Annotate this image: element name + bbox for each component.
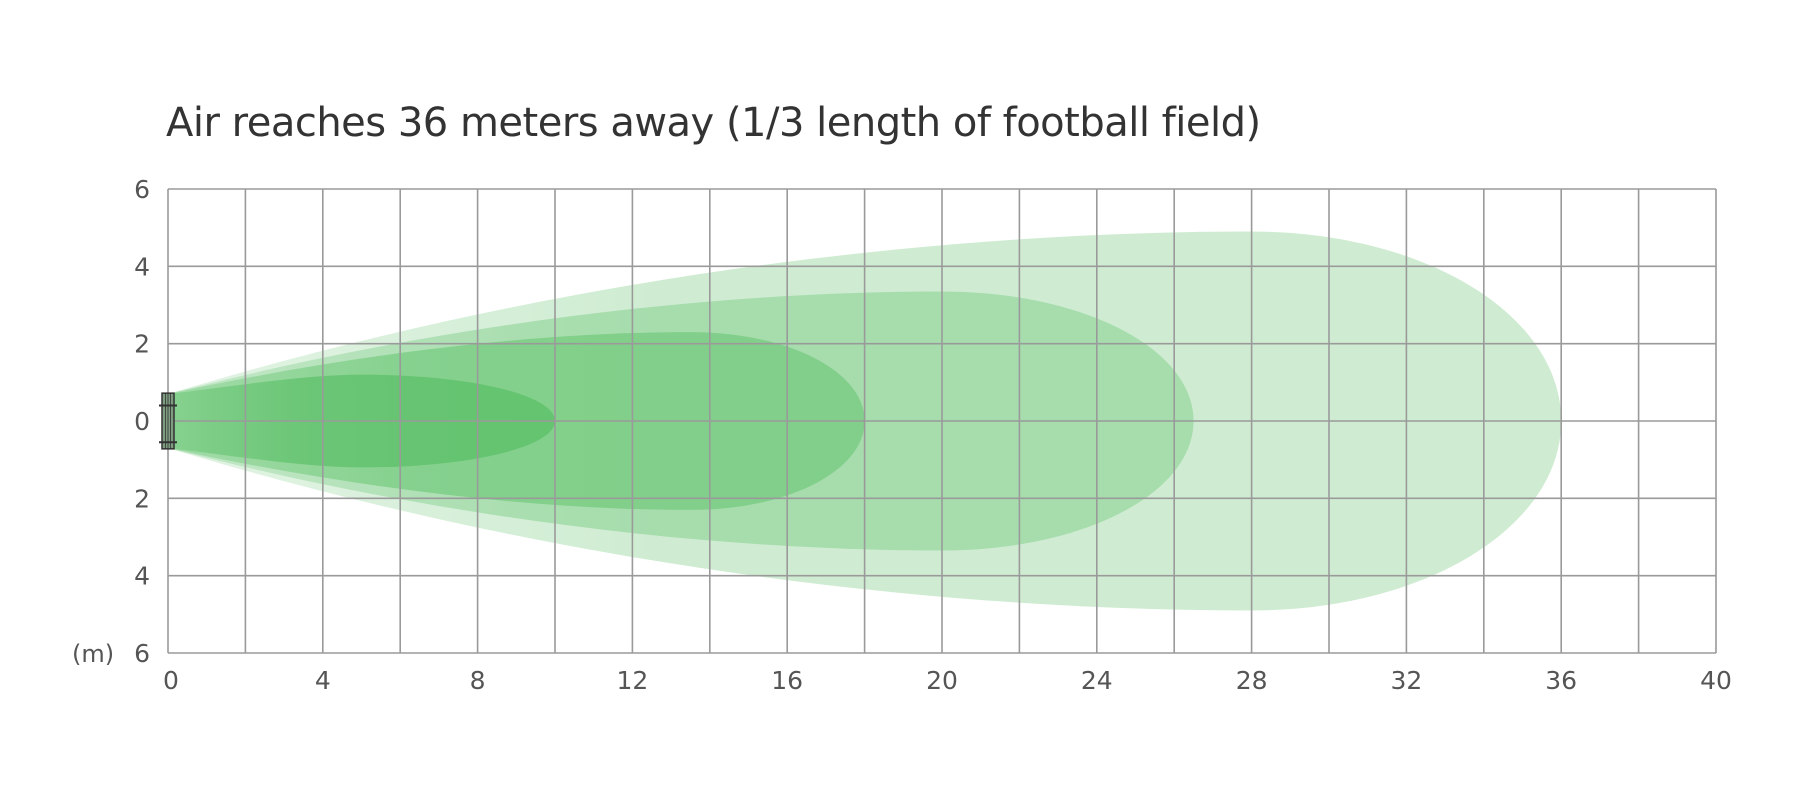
grid [167,188,1717,654]
x-tick-label: 40 [1700,666,1732,695]
x-tick-label: 36 [1545,666,1577,695]
y-tick-labels: 6 4 2 0 2 4 6 [134,175,150,668]
x-tick-label: 12 [616,666,648,695]
y-tick-label: 4 [134,562,150,591]
y-tick-label: 6 [134,175,150,204]
x-tick-label: 20 [926,666,958,695]
air-source-device [159,392,177,450]
x-tick-label: 4 [315,666,331,695]
x-tick-labels: 0 4 8 12 16 20 24 28 32 36 40 [163,666,1732,695]
x-tick-label: 32 [1390,666,1422,695]
y-tick-label: 0 [134,407,150,436]
y-tick-label: 6 [134,639,150,668]
x-tick-label: 16 [771,666,803,695]
x-tick-label: 24 [1081,666,1113,695]
chart-title: Air reaches 36 meters away (1/3 length o… [166,100,1261,146]
x-tick-label: 0 [163,666,179,695]
x-tick-label: 8 [470,666,486,695]
y-tick-label: 2 [134,484,150,513]
unit-label: (m) [72,640,114,668]
x-tick-label: 28 [1236,666,1268,695]
y-tick-label: 2 [134,330,150,359]
y-tick-label: 4 [134,252,150,281]
